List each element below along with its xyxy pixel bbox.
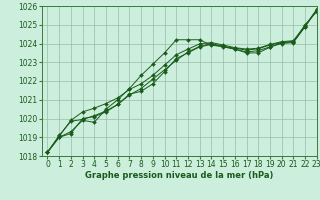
X-axis label: Graphe pression niveau de la mer (hPa): Graphe pression niveau de la mer (hPa) <box>85 171 273 180</box>
